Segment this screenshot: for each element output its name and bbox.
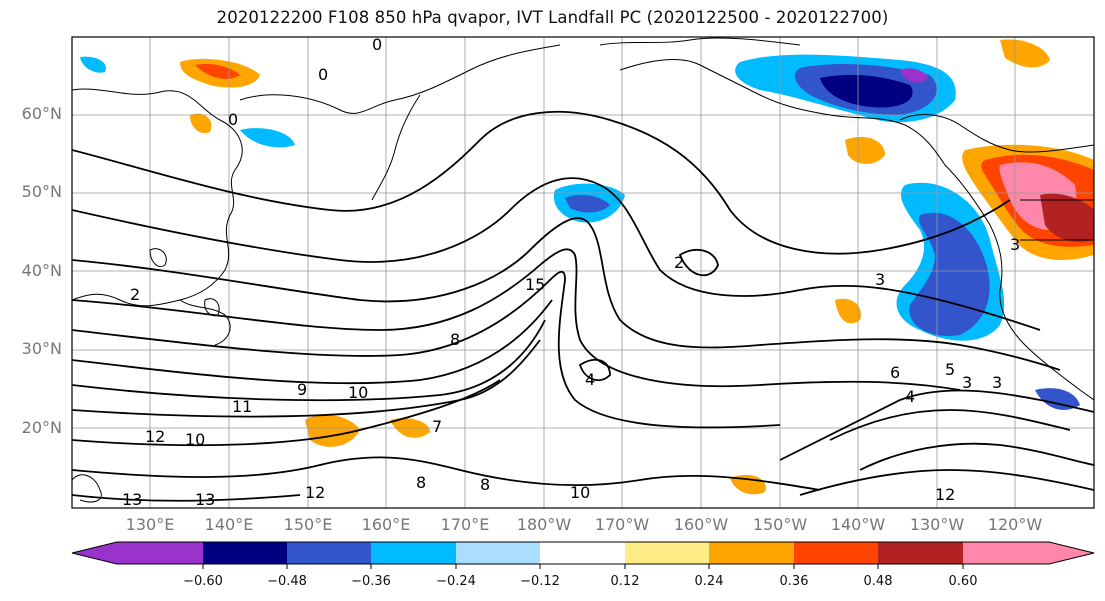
lon-label: 130°W bbox=[909, 515, 965, 534]
colorbar-tick-label: −0.60 bbox=[183, 574, 223, 589]
svg-text:3: 3 bbox=[875, 270, 885, 289]
coastlines bbox=[72, 37, 1094, 503]
svg-text:8: 8 bbox=[480, 475, 490, 494]
colorbar-tick-label: 0.60 bbox=[948, 574, 978, 589]
svg-text:4: 4 bbox=[905, 387, 915, 406]
svg-text:12: 12 bbox=[935, 485, 955, 504]
svg-text:3: 3 bbox=[1010, 235, 1020, 254]
svg-text:6: 6 bbox=[890, 363, 900, 382]
svg-text:0: 0 bbox=[318, 65, 328, 84]
lat-label: 20°N bbox=[21, 418, 62, 437]
colorbar-tick-label: −0.36 bbox=[351, 574, 391, 589]
colorbar-tick-label: −0.48 bbox=[267, 574, 307, 589]
svg-text:12: 12 bbox=[305, 483, 325, 502]
lat-label: 50°N bbox=[21, 182, 62, 201]
svg-text:2: 2 bbox=[674, 253, 684, 272]
map-title: 2020122200 F108 850 hPa qvapor, IVT Land… bbox=[216, 8, 889, 27]
svg-text:10: 10 bbox=[348, 383, 368, 402]
lon-label: 140°W bbox=[830, 515, 886, 534]
lon-label: 150°E bbox=[283, 515, 333, 534]
lon-label: 160°W bbox=[673, 515, 729, 534]
lon-label: 140°E bbox=[204, 515, 254, 534]
lon-label: 120°W bbox=[987, 515, 1043, 534]
lon-label: 180°W bbox=[516, 515, 572, 534]
svg-text:7: 7 bbox=[432, 417, 442, 436]
colorbar-tick-label: −0.24 bbox=[436, 574, 476, 589]
lon-label: 150°W bbox=[752, 515, 808, 534]
svg-text:0: 0 bbox=[372, 35, 382, 54]
svg-text:2: 2 bbox=[130, 285, 140, 304]
svg-text:8: 8 bbox=[416, 473, 426, 492]
svg-text:12: 12 bbox=[145, 427, 165, 446]
anomaly-fill-patches bbox=[80, 39, 1094, 495]
svg-text:13: 13 bbox=[122, 490, 142, 509]
lon-label: 170°E bbox=[440, 515, 490, 534]
svg-text:0: 0 bbox=[228, 110, 238, 129]
lat-label: 40°N bbox=[21, 261, 62, 280]
svg-text:13: 13 bbox=[195, 490, 215, 509]
lon-label: 170°W bbox=[594, 515, 650, 534]
colorbar-tick-label: 0.12 bbox=[610, 574, 640, 589]
svg-text:3: 3 bbox=[962, 373, 972, 392]
svg-text:11: 11 bbox=[232, 397, 252, 416]
lat-label: 60°N bbox=[21, 104, 62, 123]
lon-label: 130°E bbox=[125, 515, 175, 534]
colorbar-tick-label: 0.24 bbox=[694, 574, 724, 589]
colorbar-tick-label: −0.12 bbox=[520, 574, 560, 589]
svg-text:4: 4 bbox=[585, 370, 595, 389]
svg-text:5: 5 bbox=[945, 360, 955, 379]
svg-text:15: 15 bbox=[525, 275, 545, 294]
svg-text:8: 8 bbox=[450, 330, 460, 349]
qvapor-contours bbox=[72, 110, 1094, 502]
lon-label: 160°E bbox=[361, 515, 411, 534]
svg-text:10: 10 bbox=[570, 483, 590, 502]
contour-labels: 0 0 0 2 3 4 5 6 7 8 8 8 9 10 10 10 11 12… bbox=[122, 35, 1020, 509]
svg-text:10: 10 bbox=[185, 430, 205, 449]
svg-text:9: 9 bbox=[297, 380, 307, 399]
colorbar-tick-label: 0.36 bbox=[779, 574, 809, 589]
lat-label: 30°N bbox=[21, 339, 62, 358]
colorbar-tick-label: 0.48 bbox=[863, 574, 893, 589]
svg-text:3: 3 bbox=[992, 373, 1002, 392]
